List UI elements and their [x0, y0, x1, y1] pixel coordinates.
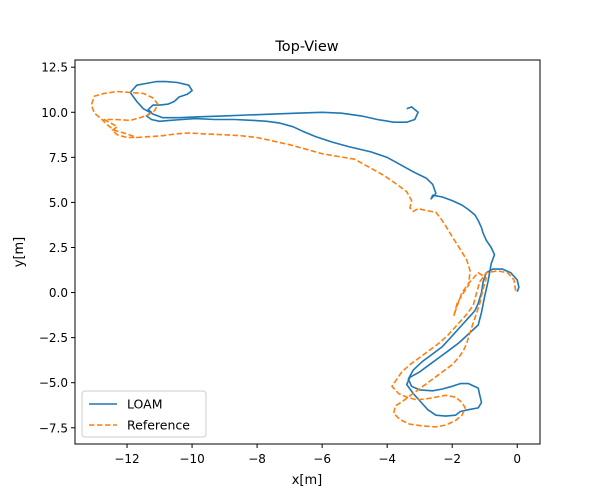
x-tick-label: −2 — [443, 452, 461, 466]
legend: LOAM Reference — [81, 390, 207, 438]
y-tick-label: −2.5 — [39, 331, 68, 345]
series-line-loam — [129, 80, 520, 417]
x-tick-label: −10 — [179, 452, 204, 466]
x-tick-label: −8 — [248, 452, 266, 466]
y-tick-label: 10.0 — [41, 106, 68, 120]
y-tick-label: 0.0 — [49, 286, 68, 300]
y-tick-label: 12.5 — [41, 61, 68, 75]
x-tick-label: −4 — [378, 452, 396, 466]
series-line-reference — [90, 90, 517, 428]
x-axis-label: x[m] — [292, 473, 323, 488]
y-tick-label: −7.5 — [39, 421, 68, 435]
x-tick-label: −6 — [313, 452, 331, 466]
plot-area-frame — [74, 59, 541, 445]
x-tick-label: −12 — [114, 452, 139, 466]
y-axis-ticks: −7.5 −5.0 −2.5 0.0 2.5 5.0 7.5 10.0 12.5 — [39, 61, 75, 435]
x-tick-label: 0 — [513, 452, 521, 466]
y-tick-label: 5.0 — [49, 196, 68, 210]
chart-title: Top-View — [274, 39, 338, 55]
y-axis-label: y[m] — [12, 237, 27, 268]
y-tick-label: 7.5 — [49, 151, 68, 165]
x-axis-ticks: −12 −10 −8 −6 −4 −2 0 — [114, 444, 521, 466]
y-tick-label: 2.5 — [49, 241, 68, 255]
legend-label-loam: LOAM — [127, 397, 162, 412]
y-tick-label: −5.0 — [39, 376, 68, 390]
legend-label-reference: Reference — [127, 418, 190, 433]
